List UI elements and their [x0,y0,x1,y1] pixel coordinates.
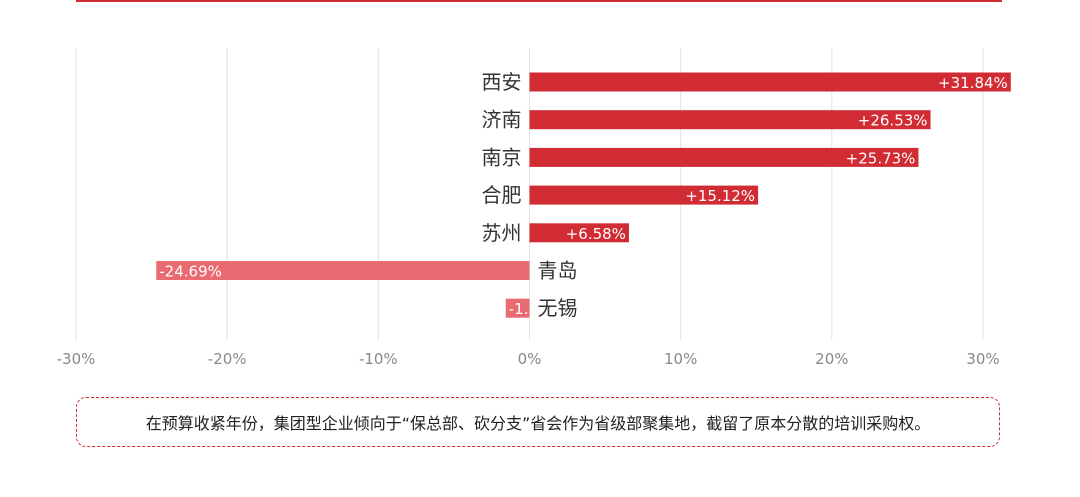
category-label: 苏州 [482,221,522,245]
category-label: 无锡 [538,296,578,320]
x-tick-label: 30% [966,350,999,368]
bar [529,185,759,205]
x-tick-label: 0% [518,350,542,368]
x-tick-label: 10% [664,350,697,368]
note-callout: 在预算收紧年份，集团型企业倾向于“保总部、砍分支”省会作为省级部聚集地，截留了原… [76,397,1000,447]
top-rule [76,0,1002,2]
x-tick-label: -30% [57,350,96,368]
bar-value-label: +31.84% [938,74,1008,92]
bar-value-label: -24.69% [159,263,222,281]
category-label: 南京 [482,145,522,169]
bar [505,298,530,318]
note-text: 在预算收紧年份，集团型企业倾向于“保总部、砍分支”省会作为省级部聚集地，截留了原… [145,414,931,433]
bar-value-label: +26.53% [858,112,928,130]
bar [529,72,1011,92]
bar [529,147,919,167]
bars: +31.84% 西安 +26.53% 济南 +25.73% 南京 +15.12% 合肥 +6.5… [156,70,1011,320]
bar-value-label: +6.58% [566,225,626,243]
category-label: 合肥 [482,183,522,207]
bar-value-label: +25.73% [846,149,916,167]
bar-value-label: +15.12% [685,187,755,205]
bar-value-label: -1.57 [509,300,548,318]
grid-lines [75,48,984,340]
category-label: 青岛 [538,259,578,283]
x-tick-label: 20% [815,350,848,368]
category-label: 济南 [482,108,522,132]
bar [529,110,931,130]
x-tick-label: -10% [359,350,398,368]
x-axis-ticks: -30% -20% -10% 0% 10% 20% 30% [57,350,1000,368]
category-label: 西安 [482,70,522,94]
bar-chart: +31.84% 西安 +26.53% 济南 +25.73% 南京 +15.12% 合肥 +6.5… [57,48,1011,368]
bar [529,223,629,243]
bar [156,261,530,280]
x-tick-label: -20% [208,350,247,368]
